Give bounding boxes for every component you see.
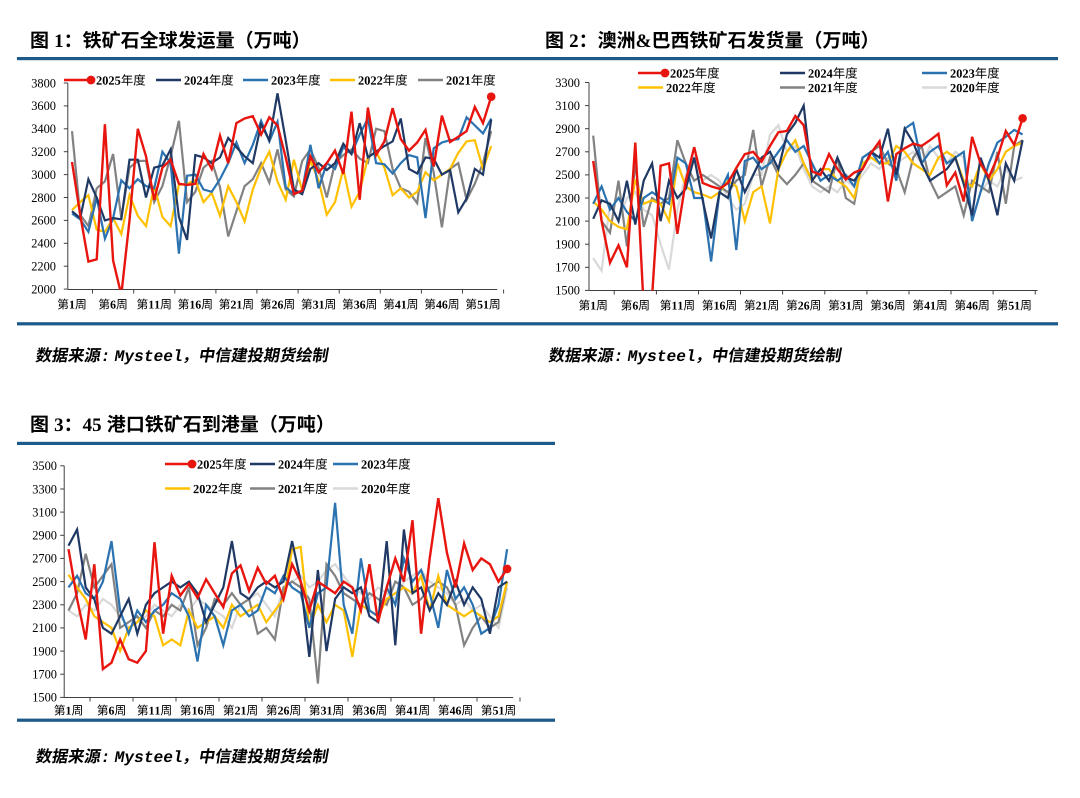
- svg-text:2800: 2800: [31, 191, 56, 205]
- svg-text:3200: 3200: [31, 145, 56, 159]
- svg-text:1900: 1900: [555, 238, 580, 252]
- svg-text:2500: 2500: [555, 168, 580, 182]
- svg-text:1700: 1700: [32, 668, 57, 682]
- svg-text:1500: 1500: [555, 284, 580, 298]
- svg-text:3000: 3000: [31, 168, 56, 182]
- svg-text:2900: 2900: [555, 122, 580, 136]
- svg-text:2300: 2300: [555, 191, 580, 205]
- svg-text:2700: 2700: [32, 552, 57, 566]
- svg-text:2100: 2100: [32, 621, 57, 635]
- svg-text:3300: 3300: [32, 482, 57, 496]
- svg-text:3100: 3100: [32, 505, 57, 519]
- svg-text:1900: 1900: [32, 644, 57, 658]
- svg-text:3400: 3400: [31, 122, 56, 136]
- svg-text:3600: 3600: [31, 99, 56, 113]
- svg-text:2000: 2000: [31, 282, 56, 296]
- svg-text:3300: 3300: [555, 76, 580, 90]
- svg-text:2300: 2300: [32, 598, 57, 612]
- svg-text:2400: 2400: [31, 237, 56, 251]
- svg-text:2600: 2600: [31, 214, 56, 228]
- svg-text:1700: 1700: [555, 261, 580, 275]
- svg-text:3500: 3500: [32, 459, 57, 473]
- svg-text:2500: 2500: [32, 575, 57, 589]
- svg-text:3800: 3800: [31, 76, 56, 90]
- svg-text:1500: 1500: [32, 691, 57, 705]
- svg-text:2100: 2100: [555, 214, 580, 228]
- svg-text:2200: 2200: [31, 260, 56, 274]
- svg-text:2700: 2700: [555, 145, 580, 159]
- svg-text:3100: 3100: [555, 99, 580, 113]
- svg-text:2900: 2900: [32, 529, 57, 543]
